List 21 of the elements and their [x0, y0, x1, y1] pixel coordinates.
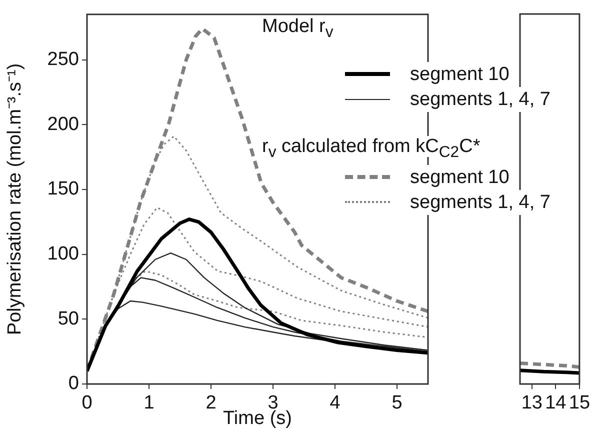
- x-tick-label: 15: [568, 392, 590, 414]
- x-tick-label: 2: [206, 392, 216, 414]
- y-axis-title: Polymerisation rate (mol.m⁻³.s⁻¹): [4, 63, 26, 336]
- y-tick-label: 250: [47, 49, 79, 70]
- y-tick-label: 150: [47, 178, 79, 200]
- x-tick-label: 0: [82, 392, 92, 414]
- y-tick-label: 200: [47, 114, 79, 135]
- annotation: r$_{v}$ calculated from kC$_{C2}$C*: [262, 136, 480, 161]
- y-tick-label: 0: [68, 373, 79, 394]
- annotation: Model r$_{v}$: [262, 16, 334, 41]
- legend-label: segments 1, 4, 7: [410, 86, 550, 112]
- y-tick-label: 100: [47, 244, 79, 265]
- x-tick-label: 4: [330, 392, 341, 414]
- legend-label: segment 10: [410, 164, 510, 190]
- x-tick-label: 13: [521, 392, 542, 414]
- x-tick-label: 1: [144, 392, 154, 414]
- legend-label: segment 10: [410, 62, 510, 87]
- x-tick-label: 14: [545, 392, 567, 414]
- legend-label: segments 1, 4, 7: [410, 190, 550, 215]
- x-tick-label: 5: [392, 392, 402, 414]
- y-tick-label: 50: [58, 308, 79, 330]
